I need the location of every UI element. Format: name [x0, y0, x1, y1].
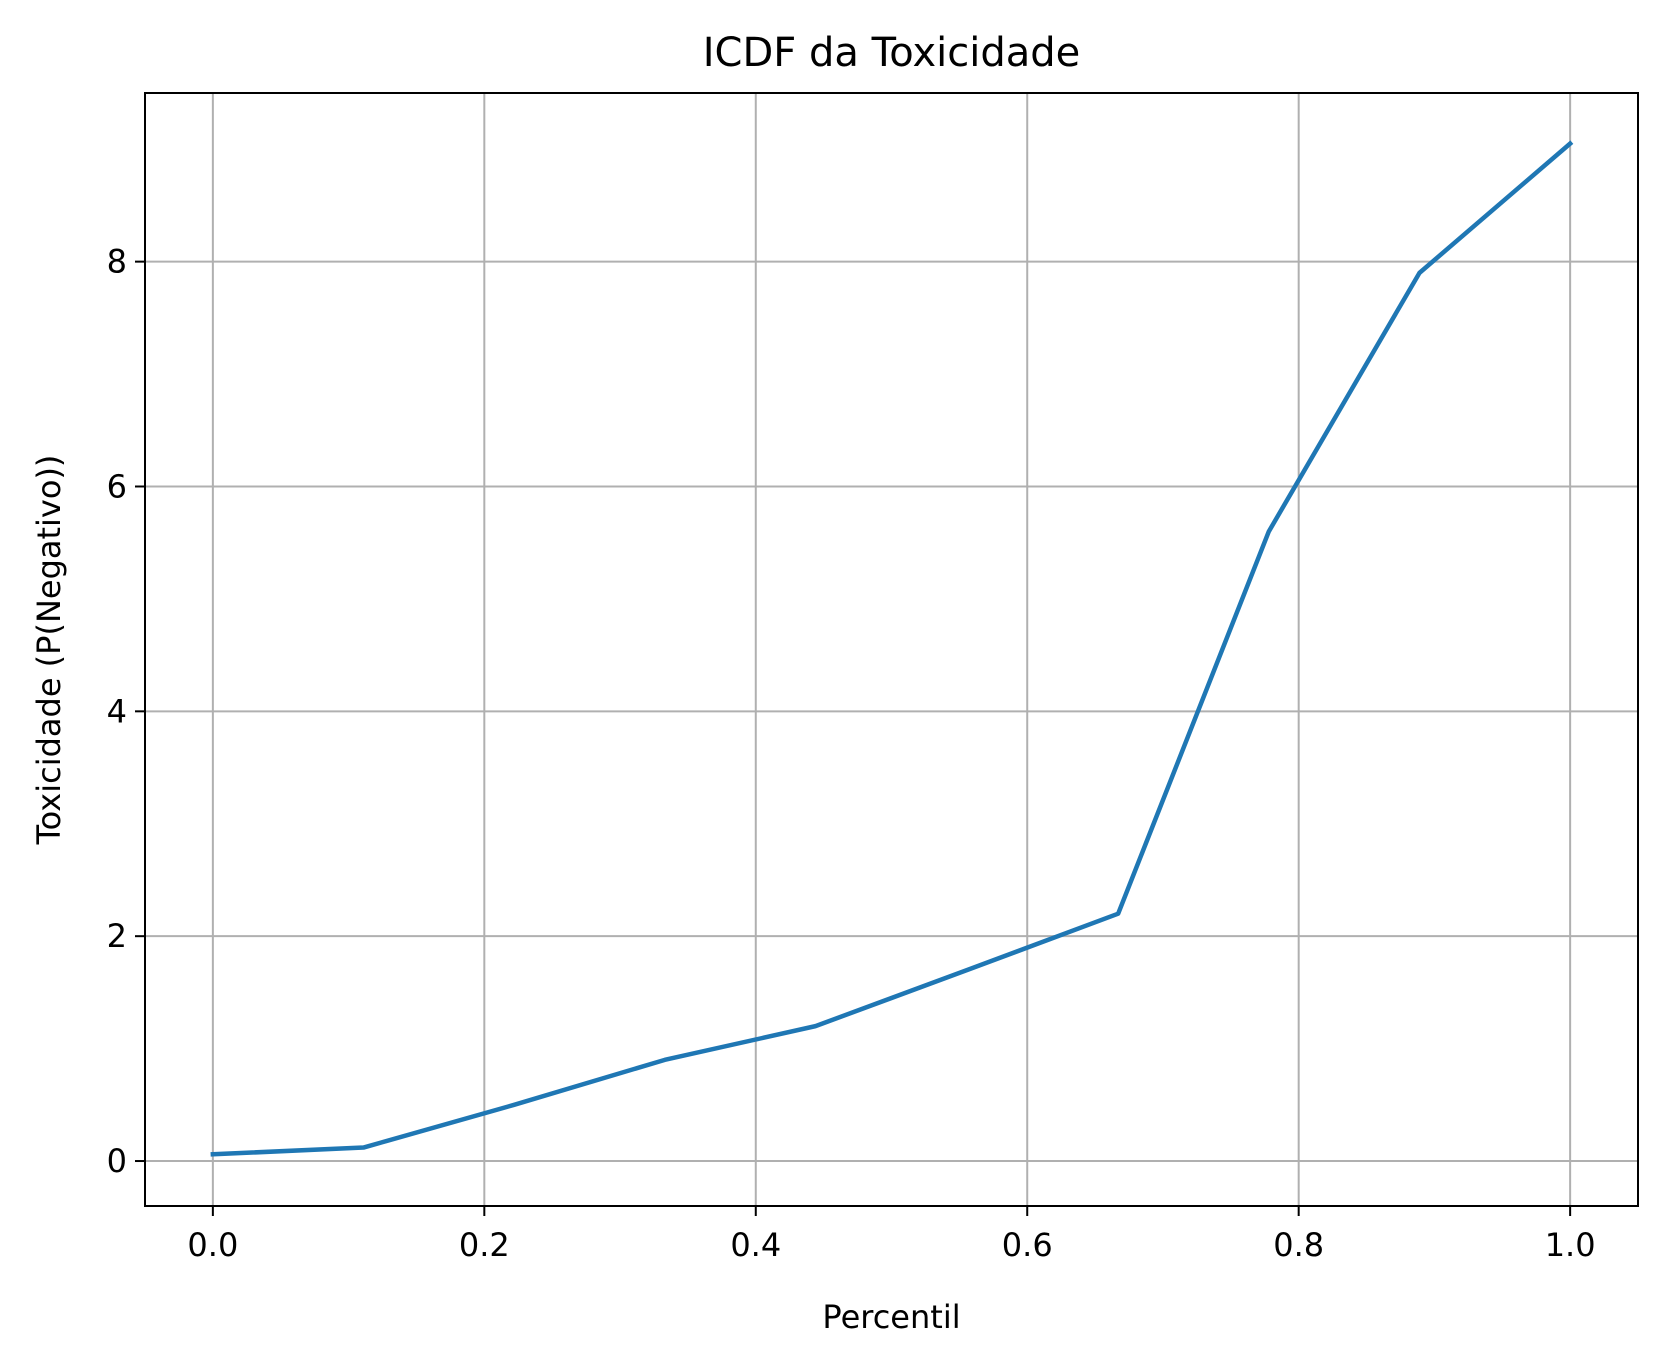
x-tick-label: 0.2	[459, 1226, 510, 1264]
axes-frame	[144, 92, 1639, 1207]
x-axis-label: Percentil	[822, 1298, 960, 1336]
plot-area	[145, 93, 1638, 1206]
series-layer	[210, 140, 1574, 1157]
chart-title: ICDF da Toxicidade	[703, 30, 1081, 76]
y-axis-label: Toxicidade (P(Negativo))	[30, 455, 68, 846]
y-tick-label: 4	[107, 692, 127, 730]
y-tick-label: 0	[107, 1142, 127, 1180]
plot-frame	[144, 92, 1639, 1207]
x-tick-label: 0.0	[187, 1226, 238, 1264]
x-tick-label: 1.0	[1545, 1226, 1596, 1264]
x-tick-label: 0.4	[730, 1226, 781, 1264]
plot-background	[145, 93, 1638, 1206]
grid	[145, 93, 1638, 1206]
ticks: 0.0 0.2 0.4 0.6 0.8 1.0 0 2 4 6 8	[107, 243, 1596, 1264]
y-tick-label: 6	[107, 467, 127, 505]
x-tick-label: 0.6	[1002, 1226, 1053, 1264]
y-tick-label: 8	[107, 243, 127, 281]
series-line	[210, 140, 1574, 1157]
x-tick-label: 0.8	[1273, 1226, 1324, 1264]
y-tick-label: 2	[107, 917, 127, 955]
